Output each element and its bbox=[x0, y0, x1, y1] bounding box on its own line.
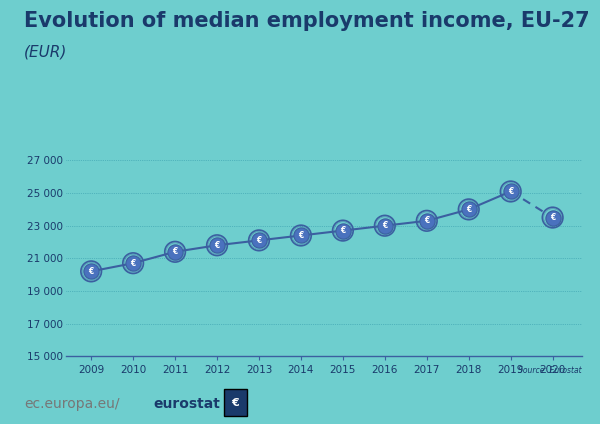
Point bbox=[296, 232, 306, 239]
Point bbox=[254, 237, 264, 244]
Text: €: € bbox=[382, 221, 388, 230]
Point bbox=[128, 260, 138, 267]
Point bbox=[170, 248, 180, 255]
Text: €: € bbox=[232, 398, 239, 408]
Point bbox=[506, 188, 515, 195]
Point bbox=[422, 218, 431, 224]
Point bbox=[170, 248, 180, 255]
Point bbox=[506, 188, 515, 195]
Point bbox=[296, 232, 306, 239]
Text: (EUR): (EUR) bbox=[24, 45, 67, 59]
Text: €: € bbox=[424, 216, 430, 225]
Point bbox=[506, 188, 515, 195]
Text: ec.europa.eu/: ec.europa.eu/ bbox=[24, 396, 119, 411]
Point bbox=[548, 214, 557, 221]
Point bbox=[128, 260, 138, 267]
Point bbox=[338, 227, 347, 234]
Point bbox=[86, 268, 96, 275]
Point bbox=[170, 248, 180, 255]
Point bbox=[422, 218, 431, 224]
Point bbox=[254, 237, 264, 244]
Point bbox=[548, 214, 557, 221]
Point bbox=[380, 222, 389, 229]
Text: €: € bbox=[89, 267, 94, 276]
Text: €: € bbox=[172, 247, 178, 256]
Point bbox=[380, 222, 389, 229]
Text: Source: Eurostat: Source: Eurostat bbox=[518, 366, 582, 375]
Text: €: € bbox=[550, 213, 555, 222]
Text: Evolution of median employment income, EU-27: Evolution of median employment income, E… bbox=[24, 11, 590, 31]
Text: €: € bbox=[130, 259, 136, 268]
Point bbox=[128, 260, 138, 267]
FancyBboxPatch shape bbox=[224, 389, 247, 416]
Point bbox=[212, 242, 222, 248]
Point bbox=[338, 227, 347, 234]
Text: €: € bbox=[466, 205, 472, 214]
Text: €: € bbox=[256, 236, 262, 245]
Point bbox=[86, 268, 96, 275]
Text: €: € bbox=[298, 231, 304, 240]
Point bbox=[212, 242, 222, 248]
Point bbox=[422, 218, 431, 224]
Text: €: € bbox=[340, 226, 346, 235]
Text: €: € bbox=[214, 241, 220, 250]
Point bbox=[296, 232, 306, 239]
Point bbox=[380, 222, 389, 229]
Point bbox=[212, 242, 222, 248]
Text: eurostat: eurostat bbox=[153, 396, 220, 411]
Point bbox=[338, 227, 347, 234]
Text: €: € bbox=[508, 187, 514, 196]
Point bbox=[464, 206, 473, 213]
Point bbox=[464, 206, 473, 213]
Point bbox=[548, 214, 557, 221]
Point bbox=[86, 268, 96, 275]
Point bbox=[464, 206, 473, 213]
Point bbox=[254, 237, 264, 244]
